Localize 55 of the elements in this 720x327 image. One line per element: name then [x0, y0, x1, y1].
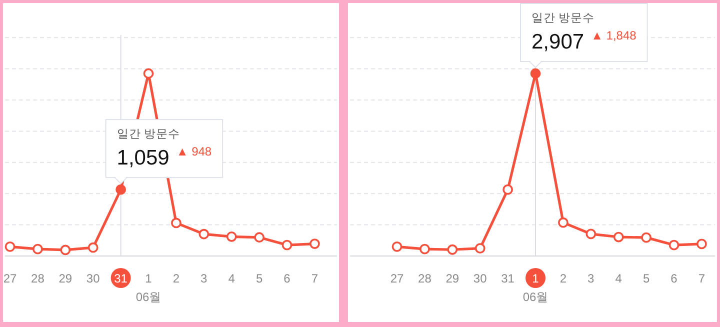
x-tick-label: 3 [200, 272, 208, 286]
x-tick-label: 5 [642, 272, 650, 286]
x-tick-label: 5 [256, 272, 263, 286]
point [226, 231, 237, 242]
point [586, 228, 596, 240]
x-tick-label: 4 [228, 272, 236, 286]
x-tick-label: 29 [58, 272, 72, 286]
x-tick-label: 30 [473, 272, 488, 286]
point [641, 232, 652, 243]
point [254, 232, 264, 243]
x-tick-label: 2 [560, 272, 567, 286]
point [530, 68, 541, 79]
x-tick-label: 31 [114, 272, 128, 286]
x-tick-label: 1 [145, 272, 152, 286]
point [502, 184, 513, 195]
x-tick-label: 3 [588, 272, 595, 286]
point [310, 238, 320, 249]
x-tick-label: 30 [86, 272, 100, 286]
point [392, 241, 402, 252]
x-tick-label: 2 [172, 272, 180, 286]
point [696, 238, 707, 250]
point [88, 242, 98, 253]
point [420, 244, 430, 254]
x-tick-label: 27 [3, 272, 17, 286]
point [474, 243, 486, 254]
x-tick-label: 28 [418, 272, 432, 286]
point [613, 232, 624, 242]
point [143, 68, 154, 79]
point [668, 240, 680, 250]
x-tick-label: 6 [284, 272, 291, 286]
x-tick-label: 29 [446, 272, 460, 286]
point [198, 228, 210, 240]
annotation: 2,907 [532, 30, 584, 54]
point [558, 217, 568, 228]
point [60, 244, 71, 256]
point [32, 244, 43, 254]
x-tick-label: 27 [390, 272, 404, 286]
tooltip: 일간 방문수 2,907 ▲ 1,848 [520, 3, 648, 68]
x-axis-title: 06월 [136, 290, 162, 304]
x-tick-label: 1 [532, 272, 540, 286]
x-tick-label: 4 [615, 272, 622, 286]
annotation: 일간 방문수 [116, 128, 180, 141]
x-axis-title: 06월 [522, 290, 548, 304]
annotation: ▲ 948 [176, 144, 212, 159]
annotation: 1,059 [116, 146, 170, 170]
point [282, 240, 292, 250]
x-tick-label: 7 [311, 272, 318, 286]
point [447, 244, 458, 255]
point [4, 241, 16, 252]
point [116, 184, 126, 195]
x-tick-label: 6 [670, 272, 678, 286]
x-tick-label: 31 [501, 272, 515, 286]
x-tick-label: 28 [31, 272, 45, 286]
point [171, 218, 182, 228]
x-tick-label: 7 [698, 272, 706, 286]
